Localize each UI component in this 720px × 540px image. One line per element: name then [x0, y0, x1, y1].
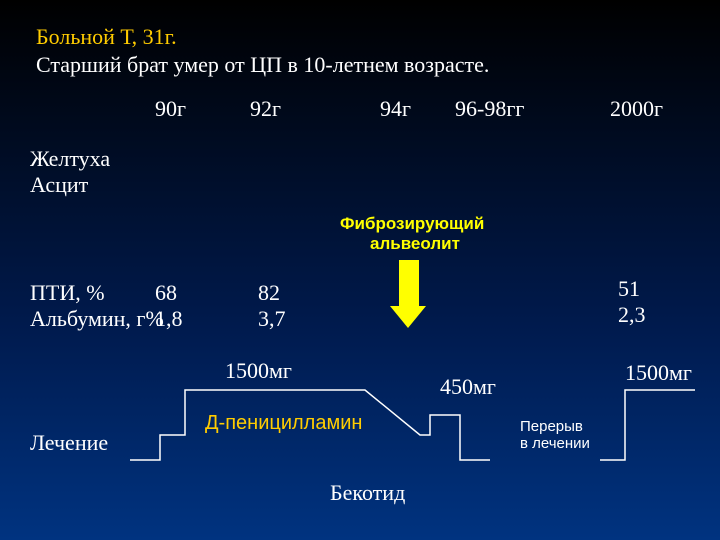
row-pti-92: 82 [258, 280, 280, 306]
row-jaundice: Желтуха [30, 146, 110, 172]
row-pti-2000: 51 [618, 276, 640, 302]
treatment-profile-right [600, 380, 700, 460]
row-alb-label: Альбумин, г% [30, 306, 164, 332]
row-ascites: Асцит [30, 172, 88, 198]
arrow-down-icon [390, 260, 426, 330]
year-90: 90г [155, 96, 186, 122]
slide: Больной Т, 31г. Старший брат умер от ЦП … [0, 0, 720, 540]
row-alb-92: 3,7 [258, 306, 286, 332]
label-pause-2: в лечении [520, 435, 590, 452]
row-alb-2000: 2,3 [618, 302, 646, 328]
year-94: 94г [380, 96, 411, 122]
row-pti-label: ПТИ, % [30, 280, 105, 306]
title-line2: Старший брат умер от ЦП в 10-летнем возр… [36, 52, 489, 78]
label-bekotid: Бекотид [330, 480, 405, 506]
label-pause-1: Перерыв [520, 418, 583, 435]
title-line1: Больной Т, 31г. [36, 24, 177, 50]
label-drug: Д-пеницилламин [205, 412, 362, 435]
accent-line2: альвеолит [370, 234, 460, 254]
year-2000: 2000г [610, 96, 663, 122]
accent-line1: Фиброзирующий [340, 214, 484, 234]
label-treatment: Лечение [30, 430, 108, 456]
row-alb-90: 1,8 [155, 306, 183, 332]
year-92: 92г [250, 96, 281, 122]
year-96-98: 96-98гг [455, 96, 524, 122]
row-pti-90: 68 [155, 280, 177, 306]
